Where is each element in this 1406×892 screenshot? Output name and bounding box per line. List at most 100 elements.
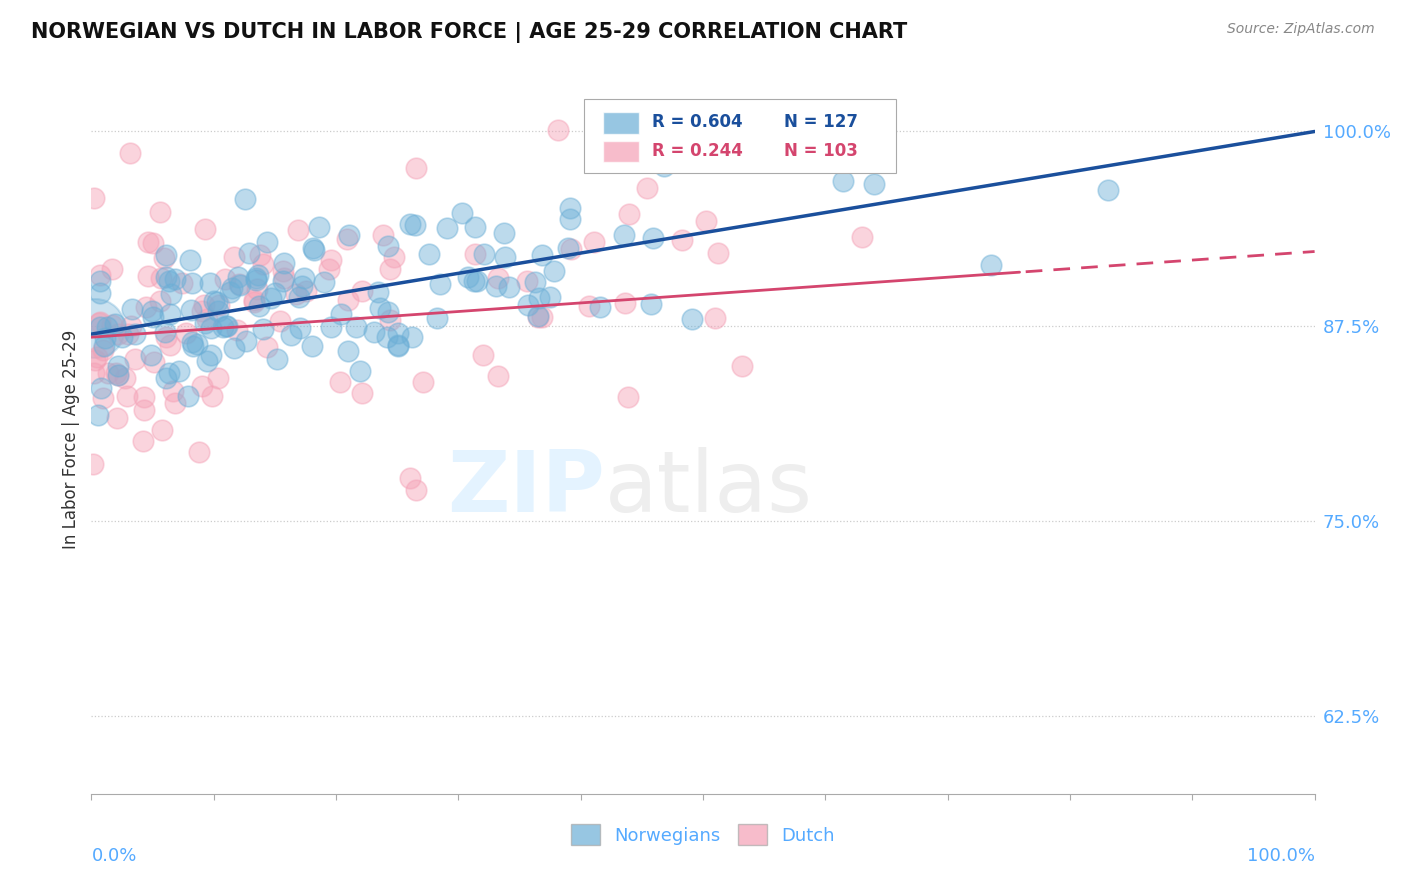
Point	[174, 326, 197, 340]
Point	[94, 331, 117, 345]
Point	[619, 207, 641, 221]
Point	[485, 278, 508, 293]
Point	[363, 325, 385, 339]
Point	[170, 277, 193, 291]
Point	[636, 181, 658, 195]
Point	[319, 252, 342, 267]
Point	[450, 206, 472, 220]
Point	[176, 389, 198, 403]
Point	[486, 271, 509, 285]
Point	[695, 214, 717, 228]
Point	[246, 268, 269, 282]
Point	[704, 311, 727, 326]
Text: N = 127: N = 127	[783, 113, 858, 131]
Point	[527, 310, 550, 325]
Point	[191, 378, 214, 392]
Point	[399, 471, 422, 485]
Point	[222, 341, 245, 355]
Point	[264, 285, 287, 300]
Point	[465, 274, 488, 288]
Point	[159, 338, 181, 352]
FancyBboxPatch shape	[585, 99, 896, 173]
Point	[429, 277, 451, 292]
Text: 100.0%: 100.0%	[1247, 847, 1315, 865]
Point	[706, 246, 728, 260]
Text: atlas: atlas	[605, 448, 813, 531]
Point	[269, 314, 291, 328]
Point	[180, 302, 202, 317]
Point	[530, 248, 553, 262]
Point	[387, 338, 409, 352]
Point	[271, 274, 294, 288]
Point	[256, 339, 278, 353]
Point	[207, 294, 229, 309]
Point	[863, 177, 886, 191]
Point	[134, 403, 156, 417]
Point	[302, 241, 325, 255]
Point	[583, 235, 606, 249]
Point	[89, 268, 111, 282]
Point	[124, 351, 146, 366]
Point	[136, 235, 159, 249]
Point	[87, 408, 110, 422]
Point	[613, 296, 636, 310]
Point	[89, 286, 111, 301]
Point	[101, 262, 124, 277]
Point	[89, 315, 111, 329]
Point	[256, 235, 278, 249]
Point	[318, 261, 340, 276]
Point	[115, 388, 138, 402]
Point	[142, 355, 165, 369]
Point	[89, 316, 111, 330]
Text: Source: ZipAtlas.com: Source: ZipAtlas.com	[1227, 22, 1375, 37]
Point	[194, 222, 217, 236]
Point	[543, 264, 565, 278]
Point	[538, 290, 561, 304]
Point	[280, 328, 302, 343]
Point	[380, 262, 402, 277]
Point	[498, 280, 520, 294]
Point	[195, 354, 218, 368]
Point	[830, 120, 852, 135]
Point	[247, 299, 270, 313]
Point	[165, 396, 187, 410]
Point	[202, 293, 225, 308]
Point	[153, 325, 176, 339]
Point	[336, 232, 359, 246]
Point	[245, 273, 267, 287]
Point	[652, 159, 675, 173]
Point	[136, 268, 159, 283]
Point	[120, 319, 142, 334]
Point	[329, 376, 352, 390]
Point	[180, 335, 202, 350]
Point	[246, 282, 269, 296]
Point	[337, 227, 360, 242]
Point	[207, 370, 229, 384]
Point	[471, 348, 494, 362]
Point	[167, 364, 190, 378]
Point	[101, 318, 124, 333]
Point	[516, 274, 538, 288]
Point	[252, 322, 274, 336]
Point	[215, 319, 238, 334]
Point	[464, 247, 486, 261]
Point	[157, 366, 180, 380]
Point	[523, 275, 546, 289]
Point	[90, 380, 112, 394]
Point	[531, 310, 554, 324]
Bar	[603, 112, 640, 134]
Point	[219, 285, 242, 299]
Point	[120, 145, 142, 160]
Point	[207, 304, 229, 318]
Point	[271, 263, 294, 277]
Point	[349, 364, 371, 378]
Point	[117, 326, 139, 341]
Point	[142, 310, 165, 324]
Point	[194, 317, 217, 331]
Point	[291, 278, 314, 293]
Text: R = 0.604: R = 0.604	[651, 113, 742, 131]
Point	[367, 285, 389, 300]
Point	[86, 350, 108, 364]
Point	[149, 293, 172, 308]
Point	[201, 389, 224, 403]
